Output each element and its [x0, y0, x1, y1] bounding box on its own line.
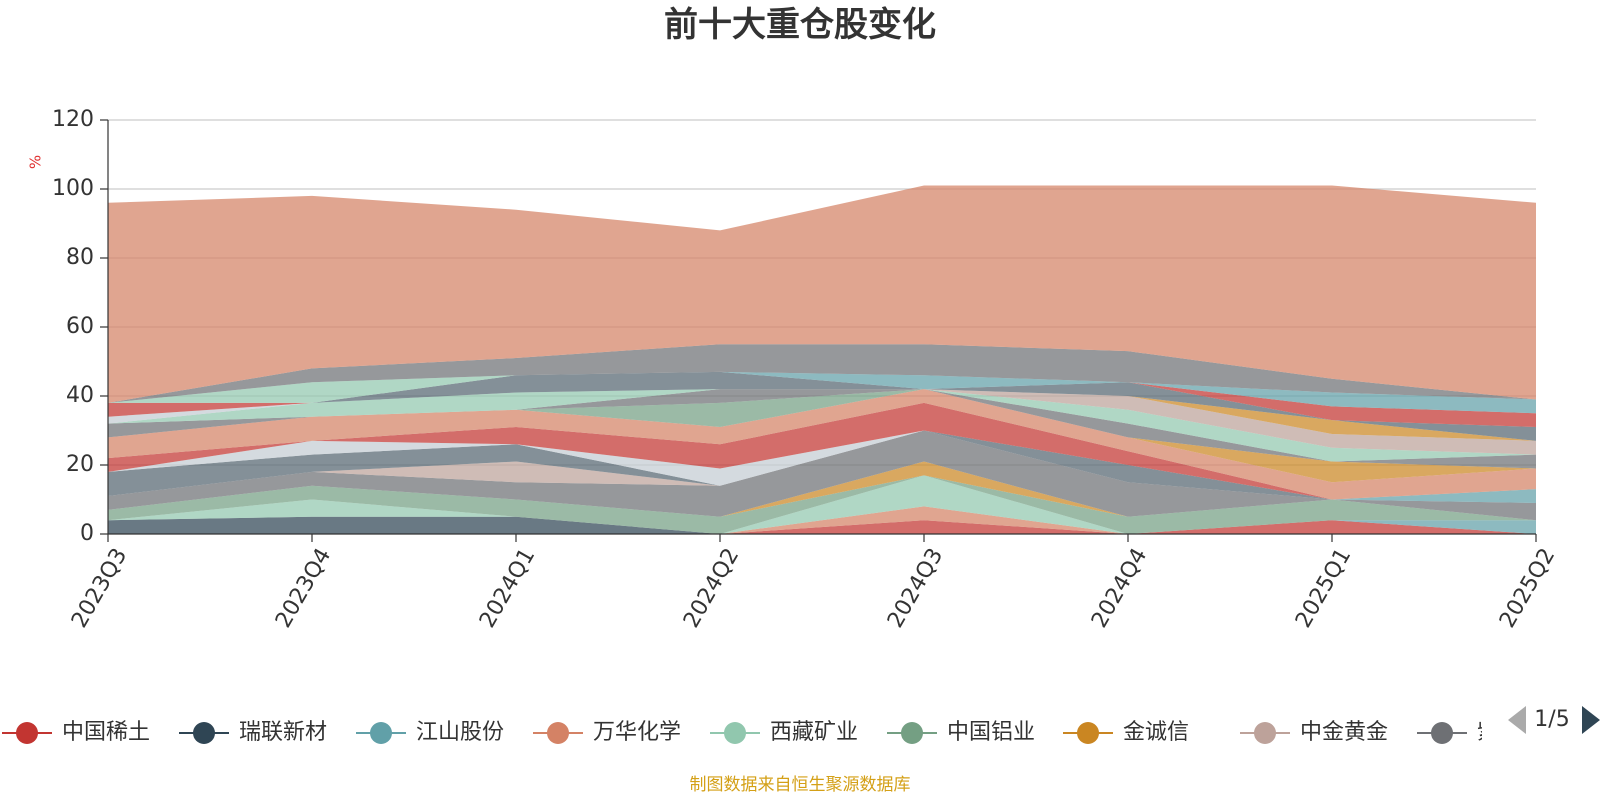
- area-series-19: [108, 389, 1536, 455]
- legend-item[interactable]: 中国稀土: [2, 720, 150, 745]
- x-tick-label: 2023Q3: [67, 544, 132, 632]
- y-tick-label: 80: [66, 245, 94, 270]
- x-tick-label: 2025Q2: [1495, 544, 1560, 632]
- area-series-16: [108, 389, 1536, 483]
- legend-label: 瑞联新材: [239, 720, 327, 745]
- area-series-25: [108, 371, 1536, 403]
- area-series-7: [108, 461, 1536, 521]
- x-tick-label: 2024Q4: [1087, 544, 1152, 632]
- chart-title: 前十大重仓股变化: [664, 5, 936, 45]
- legend-circle-icon: [16, 722, 38, 744]
- x-tick-label: 2024Q1: [475, 544, 540, 632]
- legend-item[interactable]: 万华化学: [533, 720, 681, 745]
- legend-item[interactable]: 西藏矿业: [710, 720, 858, 745]
- y-tick-label: 40: [66, 383, 94, 408]
- y-tick-label: 120: [52, 107, 94, 132]
- legend-item[interactable]: 中金黄金: [1240, 720, 1388, 745]
- legend-circle-icon: [547, 722, 569, 744]
- legend-prev-arrow-icon[interactable]: [1508, 706, 1526, 734]
- area-series-24: [108, 371, 1536, 414]
- data-source-note: 制图数据来自恒生聚源数据库: [690, 775, 911, 795]
- area-series-15: [108, 389, 1536, 483]
- legend-circle-icon: [1431, 722, 1453, 744]
- legend-page-indicator: 1/5: [1534, 707, 1569, 732]
- area-series-23: [108, 371, 1536, 428]
- area-series-4: [108, 506, 1536, 534]
- legend-circle-icon: [370, 722, 392, 744]
- legend-item[interactable]: 中国铝业: [887, 720, 1035, 745]
- legend-pager: 1/5: [1508, 706, 1600, 734]
- legend-label: 中金黄金: [1300, 720, 1388, 745]
- y-tick-label: 20: [66, 452, 94, 477]
- legend-item[interactable]: 瑞联新材: [179, 720, 327, 745]
- y-tick-label: 60: [66, 314, 94, 339]
- legend-label: 金诚信: [1123, 720, 1189, 745]
- area-series-6: [108, 475, 1536, 534]
- area-layer: [108, 185, 1536, 534]
- legend-label: 中国铝业: [947, 720, 1035, 745]
- area-series-27: [108, 185, 1536, 403]
- legend-circle-icon: [901, 722, 923, 744]
- legend-item[interactable]: 江山股份: [356, 720, 504, 745]
- x-tick-label: 2024Q2: [679, 544, 744, 632]
- y-axis-unit: %: [27, 155, 45, 169]
- legend-circle-icon: [1077, 722, 1099, 744]
- area-series-10: [108, 430, 1536, 503]
- area-series-1: [108, 520, 1536, 534]
- legend-circle-icon: [1254, 722, 1276, 744]
- legend-circle-icon: [193, 722, 215, 744]
- area-series-17: [108, 389, 1536, 469]
- legend-label: 江山股份: [416, 720, 504, 745]
- area-series-21: [108, 389, 1536, 441]
- area-series-18: [108, 389, 1536, 462]
- legend-label: 中国稀土: [62, 720, 150, 745]
- legend-label: 万华化学: [593, 720, 681, 745]
- area-series-22: [108, 371, 1536, 441]
- legend-label: 西藏矿业: [770, 720, 858, 745]
- legend-item[interactable]: 金诚信: [1063, 720, 1189, 745]
- legend-circle-icon: [724, 722, 746, 744]
- area-series-2: [108, 516, 1536, 534]
- legend-item[interactable]: 紫: [1417, 720, 1499, 745]
- x-tick-label: 2024Q3: [883, 544, 948, 632]
- y-tick-label: 0: [80, 521, 94, 546]
- x-tick-label: 2023Q4: [271, 544, 336, 632]
- legend-label: 紫: [1477, 720, 1499, 745]
- area-series-8: [108, 430, 1536, 521]
- area-series-26: [108, 344, 1536, 403]
- legend-next-arrow-icon[interactable]: [1582, 706, 1600, 734]
- x-tick-label: 2025Q1: [1291, 544, 1356, 632]
- y-tick-label: 100: [52, 176, 94, 201]
- legend: 中国稀土 瑞联新材 江山股份 万华化学 西藏矿业 中国铝业 金诚信 中金黄金 紫: [2, 720, 1499, 745]
- area-series-14: [108, 389, 1536, 500]
